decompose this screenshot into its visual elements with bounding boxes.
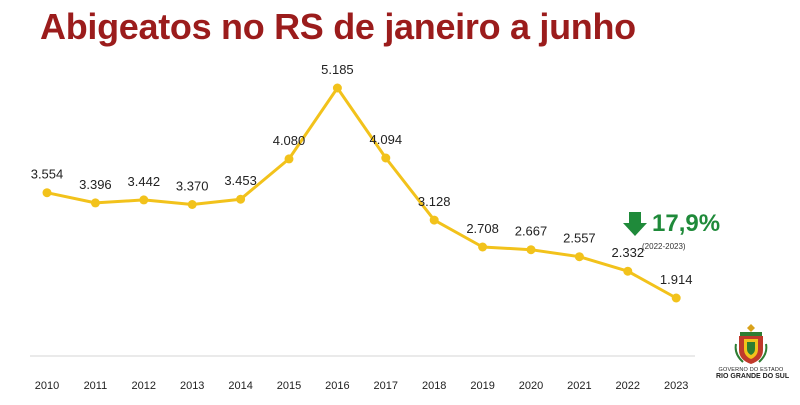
data-point-2021	[574, 252, 584, 262]
x-tick-2014: 2014	[228, 380, 252, 392]
data-point-2022	[623, 266, 633, 276]
x-tick-2015: 2015	[277, 380, 301, 392]
data-label-2015: 4.080	[273, 133, 306, 148]
x-tick-2012: 2012	[132, 380, 156, 392]
emblem-line-2: RIO GRANDE DO SUL	[716, 373, 790, 380]
x-tick-2020: 2020	[519, 380, 543, 392]
data-point-2016	[332, 83, 342, 93]
data-point-2012	[139, 195, 149, 205]
data-point-2023	[671, 293, 681, 303]
arrow-down-icon	[623, 212, 647, 236]
series-line	[46, 86, 677, 300]
x-tick-2011: 2011	[84, 380, 108, 392]
data-point-2018	[429, 215, 439, 225]
data-label-2022: 2.332	[612, 245, 645, 260]
data-point-2014	[236, 194, 246, 204]
data-label-2021: 2.557	[563, 231, 596, 246]
decrease-percent: 17,9%	[652, 210, 721, 237]
data-label-2011: 3.396	[79, 177, 112, 192]
chart-title: Abigeatos no RS de janeiro a junho	[40, 6, 636, 47]
x-tick-2021: 2021	[567, 380, 591, 392]
data-label-2014: 3.453	[224, 173, 257, 188]
x-tick-2019: 2019	[470, 380, 494, 392]
data-label-2017: 4.094	[370, 132, 403, 147]
decrease-indicator: 17,9%	[622, 210, 720, 238]
data-label-2020: 2.667	[515, 224, 548, 239]
coat-of-arms-icon	[734, 324, 768, 364]
data-point-2013	[187, 200, 197, 209]
x-tick-2023: 2023	[664, 380, 688, 392]
government-emblem: GOVERNO DO ESTADO RIO GRANDE DO SUL	[716, 322, 790, 380]
data-point-2019	[478, 242, 488, 252]
data-label-2010: 3.554	[31, 167, 64, 182]
data-label-2016: 5.185	[321, 62, 354, 77]
data-point-2015	[284, 154, 294, 164]
data-label-2013: 3.370	[176, 179, 209, 194]
data-label-2012: 3.442	[128, 174, 161, 189]
x-tick-2022: 2022	[616, 380, 640, 392]
data-point-2020	[526, 245, 536, 255]
x-tick-2017: 2017	[374, 380, 398, 392]
data-point-2017	[381, 153, 391, 163]
data-point-2010	[42, 188, 52, 198]
x-tick-2016: 2016	[325, 380, 349, 392]
x-tick-2010: 2010	[35, 380, 59, 392]
data-point-2011	[90, 198, 100, 208]
x-tick-2013: 2013	[180, 380, 204, 392]
data-label-2019: 2.708	[466, 221, 499, 236]
emblem-line-1: GOVERNO DO ESTADO	[718, 367, 784, 373]
data-label-2018: 3.128	[418, 194, 451, 209]
data-label-2023: 1.914	[660, 272, 693, 287]
x-tick-2018: 2018	[422, 380, 446, 392]
decrease-period: (2022-2023)	[642, 242, 686, 251]
plot-area: 3.554 2010 3.396 2011 3.442 2012 3.370 2013 3.45…	[31, 62, 693, 392]
